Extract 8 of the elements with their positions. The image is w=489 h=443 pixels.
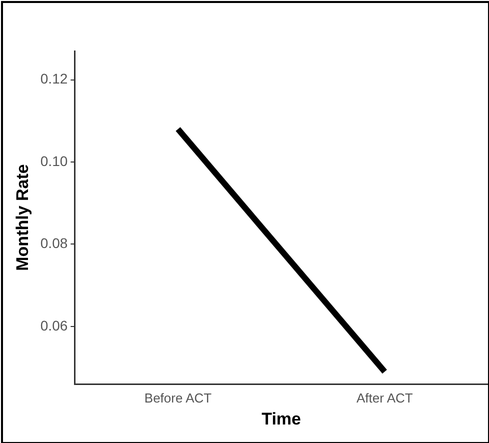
y-tick-label: 0.10 [40,152,68,169]
y-tick-label: 0.06 [40,317,68,334]
y-tick-label: 0.12 [40,70,68,87]
x-tick-label: After ACT [356,390,413,406]
y-tick-label: 0.08 [40,235,68,252]
x-axis-title: Time [262,409,302,428]
x-tick-label: Before ACT [144,390,212,406]
y-axis-title: Monthly Rate [12,164,32,271]
